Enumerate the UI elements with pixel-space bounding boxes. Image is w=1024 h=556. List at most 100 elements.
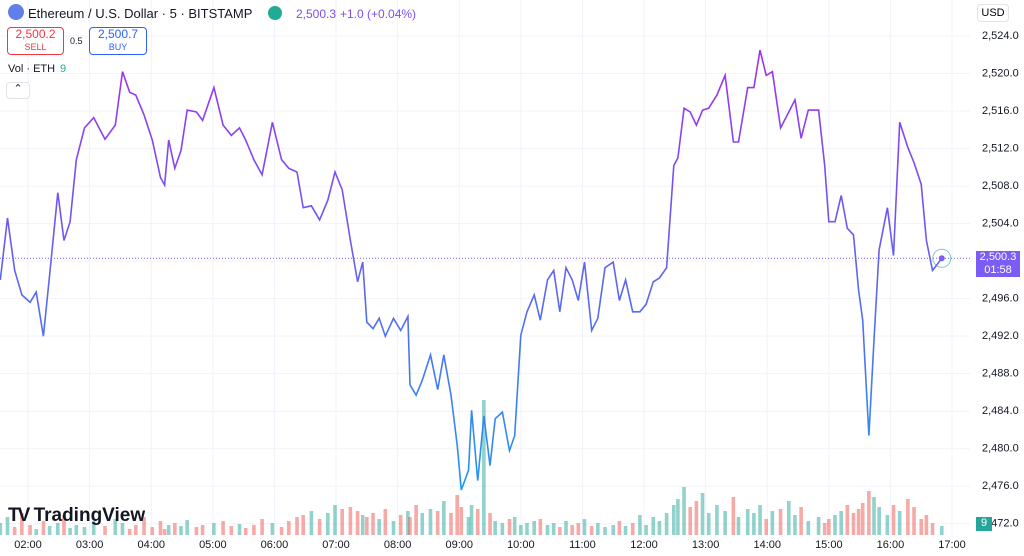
last-price-label: 2,500.3 [979, 251, 1017, 264]
volume-bar [162, 529, 167, 535]
price-line [0, 49, 943, 491]
volume-bar [185, 520, 189, 535]
volume-bar [582, 519, 587, 535]
volume-bar [897, 511, 902, 535]
volume-bar [745, 509, 750, 535]
volume-bar [867, 491, 871, 535]
volume-bar [194, 527, 199, 535]
volume-bar [68, 528, 72, 535]
volume-bar [179, 526, 183, 535]
volume-bar [715, 505, 719, 535]
volume-bar [545, 525, 550, 535]
x-tick-label: 04:00 [137, 539, 165, 551]
y-tick-label: 2,504.0 [982, 218, 1019, 230]
x-tick-label: 03:00 [76, 539, 104, 551]
x-tick-label: 06:00 [261, 539, 289, 551]
volume-bar [91, 521, 96, 535]
volume-bar [449, 513, 453, 535]
brand: TradingView [33, 505, 146, 526]
volume-bar [723, 511, 727, 535]
volume-bar [623, 526, 628, 535]
symbol-title: Ethereum / U.S. Dollar · 5 · BITSTAMP [28, 6, 253, 21]
x-tick-label: 02:00 [14, 539, 42, 551]
spread: 0.5 [70, 36, 83, 46]
coin-icon [8, 4, 24, 20]
volume-bar [340, 509, 344, 535]
volume-bar [317, 519, 322, 535]
volume-bar [120, 523, 125, 535]
volume-bar [150, 527, 155, 535]
currency-button[interactable]: USD [977, 4, 1009, 22]
volume-bar [158, 521, 163, 535]
volume-bar [301, 515, 305, 535]
volume-bar [127, 529, 132, 535]
volume-bar [664, 513, 669, 535]
volume-bar [736, 517, 741, 535]
volume-bar [134, 525, 138, 535]
volume-bar [682, 487, 686, 535]
volume-bar [764, 519, 769, 535]
volume-bar [651, 517, 656, 535]
volume-bar [822, 523, 827, 535]
last-price-tag: 2,500.3 01:58 [976, 251, 1020, 278]
volume-bar [398, 515, 403, 535]
volume-tag: 9 [976, 517, 992, 531]
volume-bar [611, 525, 616, 535]
volume-bar [603, 527, 607, 535]
x-tick-label: 16:00 [877, 539, 905, 551]
x-tick-label: 11:00 [569, 539, 596, 551]
volume-bar [237, 524, 242, 535]
volume-bar [731, 497, 736, 535]
volume-bar [420, 513, 425, 535]
collapse-button[interactable]: ⌃ [6, 82, 30, 99]
volume-bar [408, 517, 412, 535]
volume-bar [672, 505, 676, 535]
volume-bar [912, 507, 916, 535]
volume-bar [891, 505, 896, 535]
volume-bar [657, 521, 662, 535]
volume-bar [507, 519, 512, 535]
volume-bar [845, 505, 850, 535]
volume-bar [221, 521, 225, 535]
volume-bar [428, 509, 433, 535]
volume-bar [694, 501, 699, 535]
volume-bar [252, 525, 256, 535]
y-tick-label: 2,476.0 [982, 480, 1019, 492]
volume-bar [383, 509, 388, 535]
volume-bar [173, 523, 177, 535]
volume-bar [20, 513, 24, 535]
volume-bar [877, 507, 881, 535]
volume-bar [816, 517, 821, 535]
status-dot [268, 6, 282, 20]
volume-bar [851, 513, 856, 535]
volume-bar [62, 515, 66, 535]
volume-bar [287, 521, 291, 535]
y-tick-label: 2,520.0 [982, 67, 1019, 79]
y-tick-label: 2,480.0 [982, 443, 1019, 455]
sell-button[interactable]: 2,500.2 SELL [7, 27, 64, 55]
volume-bar [493, 521, 497, 535]
x-tick-label: 10:00 [507, 539, 535, 551]
y-tick-label: 2,508.0 [982, 180, 1019, 192]
last-point-halo [932, 248, 952, 268]
volume-bar [0, 523, 3, 535]
volume-bar [371, 513, 375, 535]
volume-bar [360, 515, 365, 535]
volume-bar [348, 507, 353, 535]
volume-bar [406, 511, 410, 535]
volume-bar [919, 519, 924, 535]
volume-bar [229, 526, 234, 535]
volume-bar [525, 523, 529, 535]
volume-bar [688, 507, 693, 535]
x-tick-label: 08:00 [384, 539, 412, 551]
x-tick-label: 15:00 [815, 539, 843, 551]
volume-bar [500, 523, 505, 535]
volume-bar [355, 511, 360, 535]
buy-button[interactable]: 2,500.7 BUY [89, 27, 147, 55]
volume-bar [47, 526, 52, 535]
volume-bar [243, 528, 248, 535]
volume-bar [166, 525, 171, 535]
volume-bar [82, 527, 87, 535]
volume-bar [930, 523, 935, 535]
